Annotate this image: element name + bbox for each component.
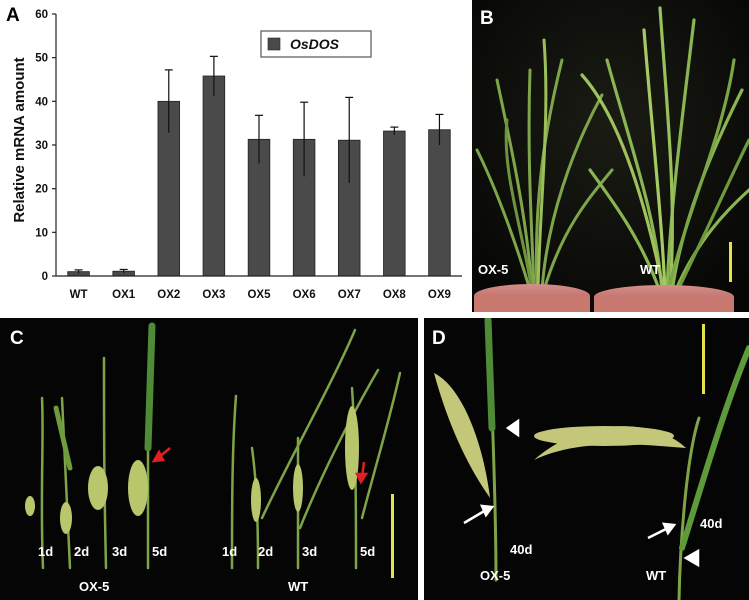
day-label: 5d — [360, 544, 375, 559]
bar — [428, 129, 451, 277]
x-tick-label: OX2 — [157, 289, 180, 301]
panel-letter-a: A — [6, 5, 20, 26]
day-label: 1d — [38, 544, 53, 559]
plant-photo: B OX-5 WT — [472, 0, 749, 312]
y-tick-label: 20 — [35, 184, 48, 196]
day-label: 3d — [302, 544, 317, 559]
scale-bar — [702, 324, 705, 394]
label-ox5: OX-5 — [79, 579, 109, 594]
label-wt: WT — [640, 262, 660, 277]
mature-panicle-photo: D 40d 40d OX-5 WT — [432, 318, 749, 600]
x-tick-label: WT — [70, 289, 88, 301]
y-axis-label: Relative mRNA amount — [11, 57, 28, 222]
panicle-grains — [25, 406, 359, 534]
day-label-wt: 40d — [700, 516, 722, 531]
y-tick-label: 50 — [35, 53, 48, 65]
scale-bar — [729, 242, 732, 282]
x-tick-label: OX8 — [383, 289, 407, 301]
day-label: 3d — [112, 544, 127, 559]
panel-c-panicle-photo: C 1d 2d 3d 5d 1d 2d 3d 5d OX-5 WT — [0, 318, 418, 600]
x-tick-label: OX3 — [202, 289, 225, 301]
y-tick-label: 40 — [35, 96, 48, 108]
x-tick-label: OX9 — [428, 289, 451, 301]
scale-bar — [391, 494, 394, 578]
day-label: 2d — [74, 544, 89, 559]
y-tick-label: 60 — [35, 9, 48, 21]
x-tick-label: OX6 — [293, 289, 316, 301]
day-labels: 1d 2d 3d 5d 1d 2d 3d 5d — [38, 544, 375, 559]
x-tick-label: OX1 — [112, 289, 136, 301]
y-tick-label: 0 — [42, 271, 48, 283]
legend-label: OsDOS — [290, 36, 340, 52]
label-ox5: OX-5 — [478, 262, 508, 277]
x-axis: WT OX1 OX2 OX3 OX5 OX6 OX7 OX8 OX9 — [56, 275, 462, 301]
panel-letter-b: B — [480, 8, 494, 29]
panel-d-mature-panicle-photo: D 40d 40d OX-5 WT — [424, 318, 749, 600]
day-label-ox5: 40d — [510, 542, 532, 557]
wt-plant — [580, 6, 749, 294]
label-wt: WT — [288, 579, 308, 594]
panel-letter-d: D — [432, 328, 446, 349]
mature-stems — [484, 318, 749, 600]
bar — [202, 75, 226, 277]
x-tick-label: OX5 — [247, 289, 271, 301]
white-arrows — [463, 418, 700, 568]
y-tick-label: 30 — [35, 140, 48, 152]
bar-chart: A Relative mRNA amount 0 10 20 30 40 50 60 WT O… — [6, 5, 462, 301]
mature-grains — [434, 373, 686, 498]
label-ox5: OX-5 — [480, 568, 510, 583]
panel-b-plant-photo: B OX-5 WT — [472, 0, 749, 312]
bar — [383, 130, 406, 277]
day-label: 5d — [152, 544, 167, 559]
panel-letter-c: C — [10, 328, 24, 349]
x-tick-label: OX7 — [338, 289, 361, 301]
panicle-photo: C 1d 2d 3d 5d 1d 2d 3d 5d OX-5 WT — [10, 322, 402, 594]
y-axis: 0 10 20 30 40 50 60 — [35, 9, 57, 283]
bar-series — [67, 55, 451, 277]
ox5-plant — [475, 38, 614, 292]
y-tick-label: 10 — [35, 227, 48, 239]
red-arrows — [151, 447, 369, 485]
label-wt: WT — [646, 568, 666, 583]
day-label: 1d — [222, 544, 237, 559]
legend: OsDOS — [260, 30, 372, 58]
panel-a-chart: A Relative mRNA amount 0 10 20 30 40 50 60 WT O… — [0, 0, 470, 312]
legend-swatch — [267, 37, 281, 51]
day-label: 2d — [258, 544, 273, 559]
